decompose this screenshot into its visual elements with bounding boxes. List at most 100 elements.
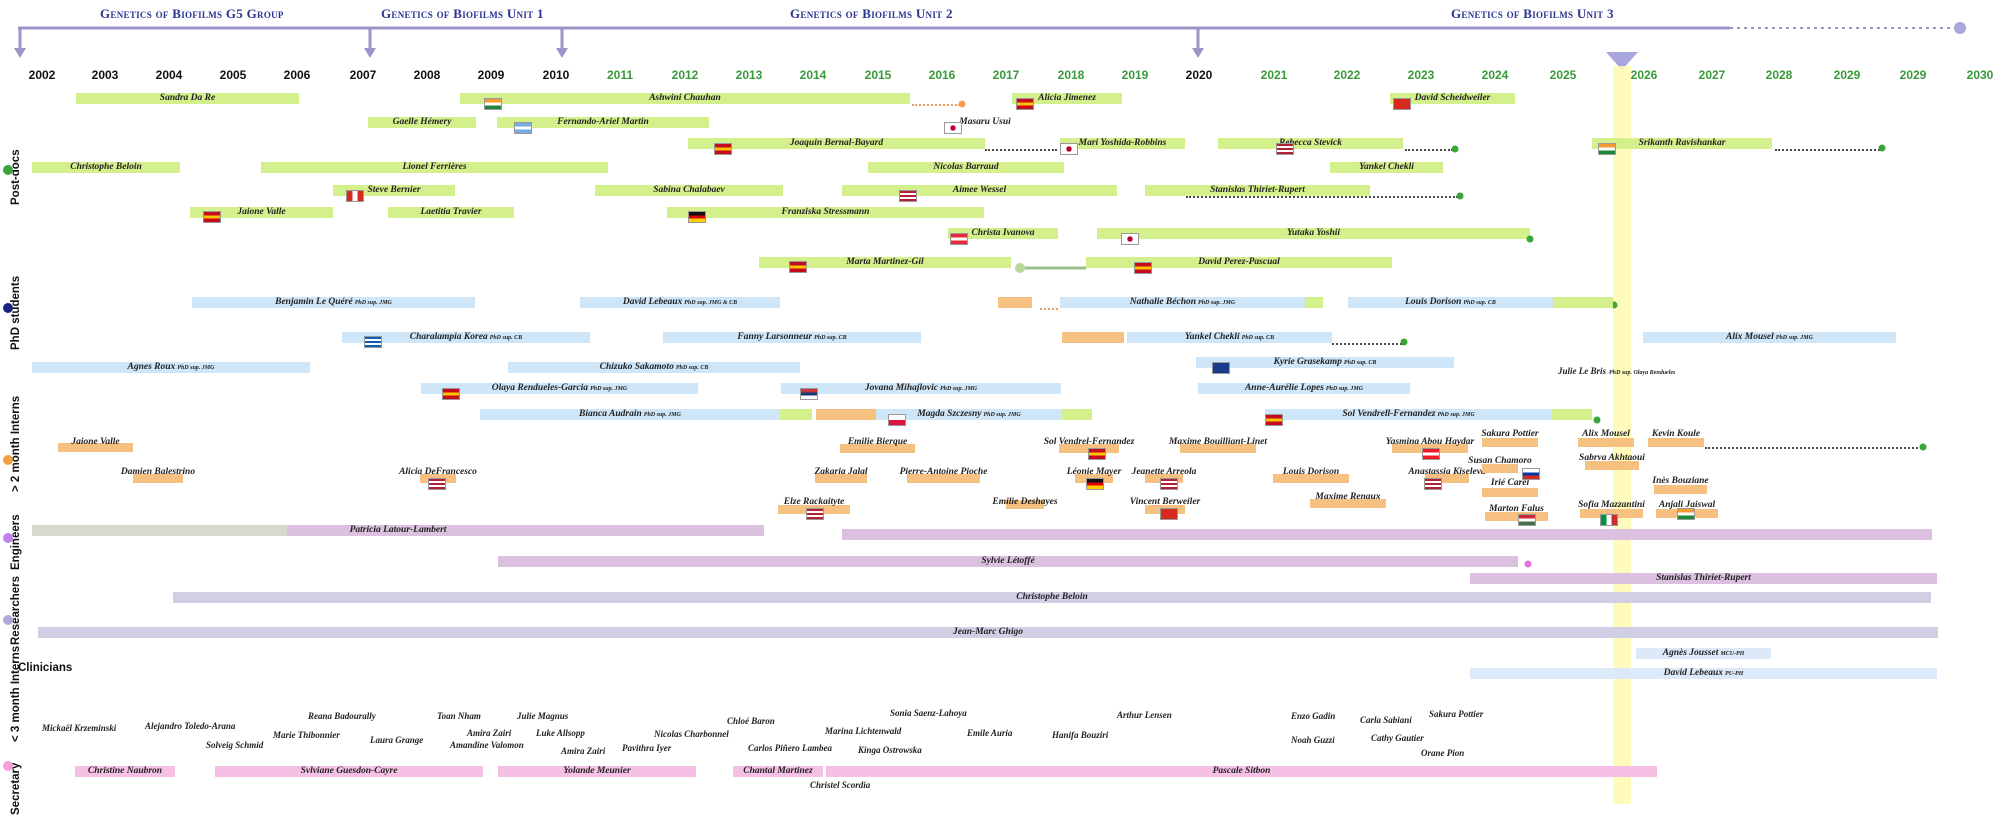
- person-label: Magda Szczesny PhD sup. JMG: [917, 409, 1020, 419]
- year-label: 2013: [735, 68, 763, 82]
- timeline-bar: [1060, 297, 1305, 308]
- person-label: Sandra Da Re: [160, 93, 215, 103]
- person-name: Jovana Mihajlovic: [864, 383, 938, 393]
- person-label: Pascale Sitbon: [1213, 766, 1271, 776]
- short-intern-label: Chloé Baron: [727, 716, 775, 726]
- category-label: < 3 month Interns: [10, 645, 22, 742]
- era-marker-arrow: [556, 48, 568, 58]
- timeline-bar: [480, 409, 780, 420]
- timeline-bar: [1636, 648, 1771, 659]
- timeline-bar: [498, 556, 1518, 567]
- spain-flag-icon: [1265, 414, 1283, 426]
- timeline-bar: [508, 362, 800, 373]
- end-dot: [958, 100, 966, 108]
- person-name: Chizuko Sakamoto: [599, 362, 674, 372]
- person-name: Sabina Chalabaev: [653, 185, 725, 195]
- person-name: Sylvie Létoffé: [981, 556, 1035, 566]
- end-dot: [1524, 560, 1532, 568]
- year-label: 2025: [1549, 68, 1577, 82]
- person-label: Agnès Jousset MCU-PH: [1663, 648, 1745, 658]
- supervisor-note: PhD sup. CB: [814, 335, 847, 341]
- person-label: Sabina Chalabaev: [653, 185, 725, 195]
- argentina-flag-icon: [514, 122, 532, 134]
- timeline-bar: [368, 117, 476, 128]
- person-name: Christophe Beloin: [1016, 592, 1088, 602]
- short-intern-label: Amira Zairi: [561, 746, 606, 756]
- intern-label: Sakura Pottier: [1481, 429, 1539, 439]
- short-intern-label: Laura Grange: [370, 735, 424, 745]
- short-intern-label: Enzo Gadin: [1291, 711, 1336, 721]
- intern-bar: [1273, 474, 1349, 483]
- end-dot: [1878, 144, 1886, 152]
- intern-bar: [133, 474, 183, 483]
- timeline-bar: [32, 525, 764, 536]
- short-intern-label: Amira Zairi: [467, 728, 512, 738]
- end-dot: [1593, 416, 1601, 424]
- timeline-bar: [1643, 332, 1896, 343]
- person-name: Fanny Larsonneur: [737, 332, 813, 342]
- end-dot: [1919, 443, 1927, 451]
- person-label: Christophe Beloin: [1016, 592, 1088, 602]
- person-name: Nicolas Barraud: [933, 162, 999, 172]
- category-label: Clinicians: [18, 662, 73, 674]
- timeline-bar: [388, 207, 514, 218]
- person-name: Yolande Meunier: [563, 766, 631, 776]
- timeline-bar: [192, 297, 475, 308]
- person-label: Sylvie Létoffé: [981, 556, 1034, 566]
- supervisor-note: PhD sup. JMG: [354, 300, 392, 306]
- person-label: Louis Dorison PhD sup. CB: [1405, 297, 1496, 307]
- axis-end-dot: [1954, 22, 1966, 34]
- person-name: Franziska Stressmann: [781, 207, 870, 217]
- year-label: 2023: [1407, 68, 1435, 82]
- person-label: Alix Mousel PhD sup. JMG: [1726, 332, 1813, 342]
- person-label: Olaya Rendueles-Garcia PhD sup. JMG: [492, 383, 628, 393]
- category-label: Researchers: [10, 575, 22, 645]
- year-label: 2009: [477, 68, 505, 82]
- short-intern-label: Julie Magnus: [517, 711, 569, 721]
- timeline-bar: [261, 162, 608, 173]
- person-name: Yankel Chekli: [1359, 162, 1414, 172]
- year-label: 2020: [1185, 68, 1213, 82]
- intern-label: Inès Bouziane: [1652, 476, 1709, 486]
- intern-label: Kevin Koule: [1651, 429, 1701, 439]
- timeline-bar: [1127, 332, 1332, 343]
- dotted-connector: [985, 149, 1057, 151]
- dotted-connector: [1705, 447, 1922, 449]
- intern-label: Anastassia Kiseleva: [1408, 467, 1486, 477]
- short-intern-label: Amandine Valomon: [450, 740, 524, 750]
- timeline-bar: [333, 185, 455, 196]
- person-label: Stanislas Thiriet-Rupert: [1656, 573, 1751, 583]
- person-name: Rebecca Stevick: [1278, 138, 1343, 148]
- person-name: Magda Szczesny: [917, 409, 982, 419]
- overlap-bar: [1553, 297, 1613, 308]
- intern-label: Zakaria Jalal: [814, 467, 868, 477]
- timeline-bar: [1390, 93, 1515, 104]
- end-dot: [1456, 192, 1464, 200]
- dotted-connector: [1040, 308, 1058, 310]
- year-label: 2010: [542, 68, 570, 82]
- person-name: Jean-Marc Ghigo: [953, 627, 1023, 637]
- usa-flag-icon: [899, 190, 917, 202]
- category-dot: [3, 165, 13, 175]
- timeline-bar: [421, 383, 698, 394]
- person-label: Franziska Stressmann: [782, 207, 870, 217]
- person-label: Joaquin Bernal-Bayard: [790, 138, 883, 148]
- timeline-bar: [868, 162, 1064, 173]
- intern-label: Maxime Renaux: [1315, 492, 1381, 502]
- timeline-bar: [842, 185, 1117, 196]
- intern-bar: [1482, 464, 1518, 473]
- era-label: Genetics of Biofilms Unit 2: [790, 6, 953, 21]
- intern-label: Vincent Berweiler: [1129, 497, 1201, 507]
- timeline-bar: [76, 93, 299, 104]
- person-label: Jean-Marc Ghigo: [953, 627, 1023, 637]
- spain-flag-icon: [714, 143, 732, 155]
- greece-flag-icon: [364, 336, 382, 348]
- year-label: 2030: [1966, 68, 1994, 82]
- year-label: 2011: [606, 68, 634, 82]
- lebanon-flag-icon: [1422, 448, 1440, 460]
- short-intern-label: Mickaël Krzeminski: [42, 723, 117, 733]
- timeline-bar: [842, 529, 1932, 540]
- supervisor-note: PhD sup. CB: [1463, 300, 1496, 306]
- person-label: Masaru Usui: [959, 117, 1010, 127]
